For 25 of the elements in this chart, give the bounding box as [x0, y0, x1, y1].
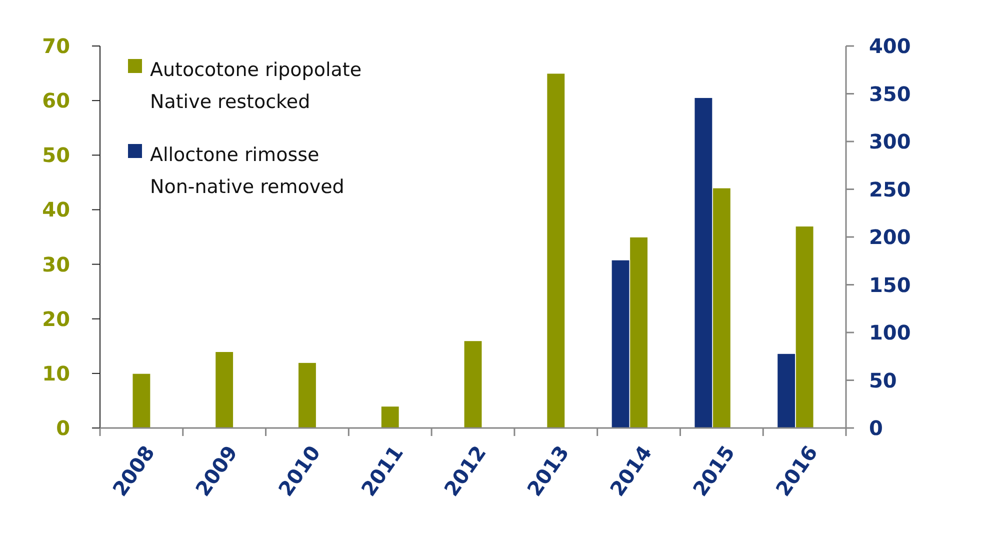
bar	[546, 72, 566, 428]
y-tick-label: 10	[42, 361, 70, 386]
y-tick-label: 20	[42, 306, 70, 331]
y2-tick-label: 250	[869, 177, 911, 202]
bar	[214, 351, 234, 428]
y2-tick-label: 0	[869, 416, 883, 440]
y-tick-label: 40	[42, 198, 70, 222]
y2-tick-label: 400	[869, 34, 911, 58]
legend-label: Alloctone rimosse Non-native removed	[150, 144, 344, 198]
bar	[463, 340, 483, 428]
y-tick-label: 30	[42, 252, 70, 276]
bar	[132, 373, 151, 428]
legend-label: Autocotone ripopolate Native restocked	[150, 59, 362, 113]
y-tick-label: 0	[56, 416, 70, 440]
y2-tick-label: 200	[869, 225, 911, 249]
y2-tick-label: 350	[869, 82, 911, 106]
y-tick-label: 50	[42, 143, 70, 168]
y-tick-label: 60	[42, 88, 70, 113]
y2-tick-label: 150	[869, 272, 911, 297]
y2-tick-label: 50	[869, 368, 897, 392]
y-tick-label: 70	[42, 34, 70, 58]
y2-tick-label: 300	[869, 130, 911, 154]
y2-tick-label: 100	[869, 320, 911, 344]
bar	[298, 362, 317, 428]
bar	[380, 406, 400, 428]
